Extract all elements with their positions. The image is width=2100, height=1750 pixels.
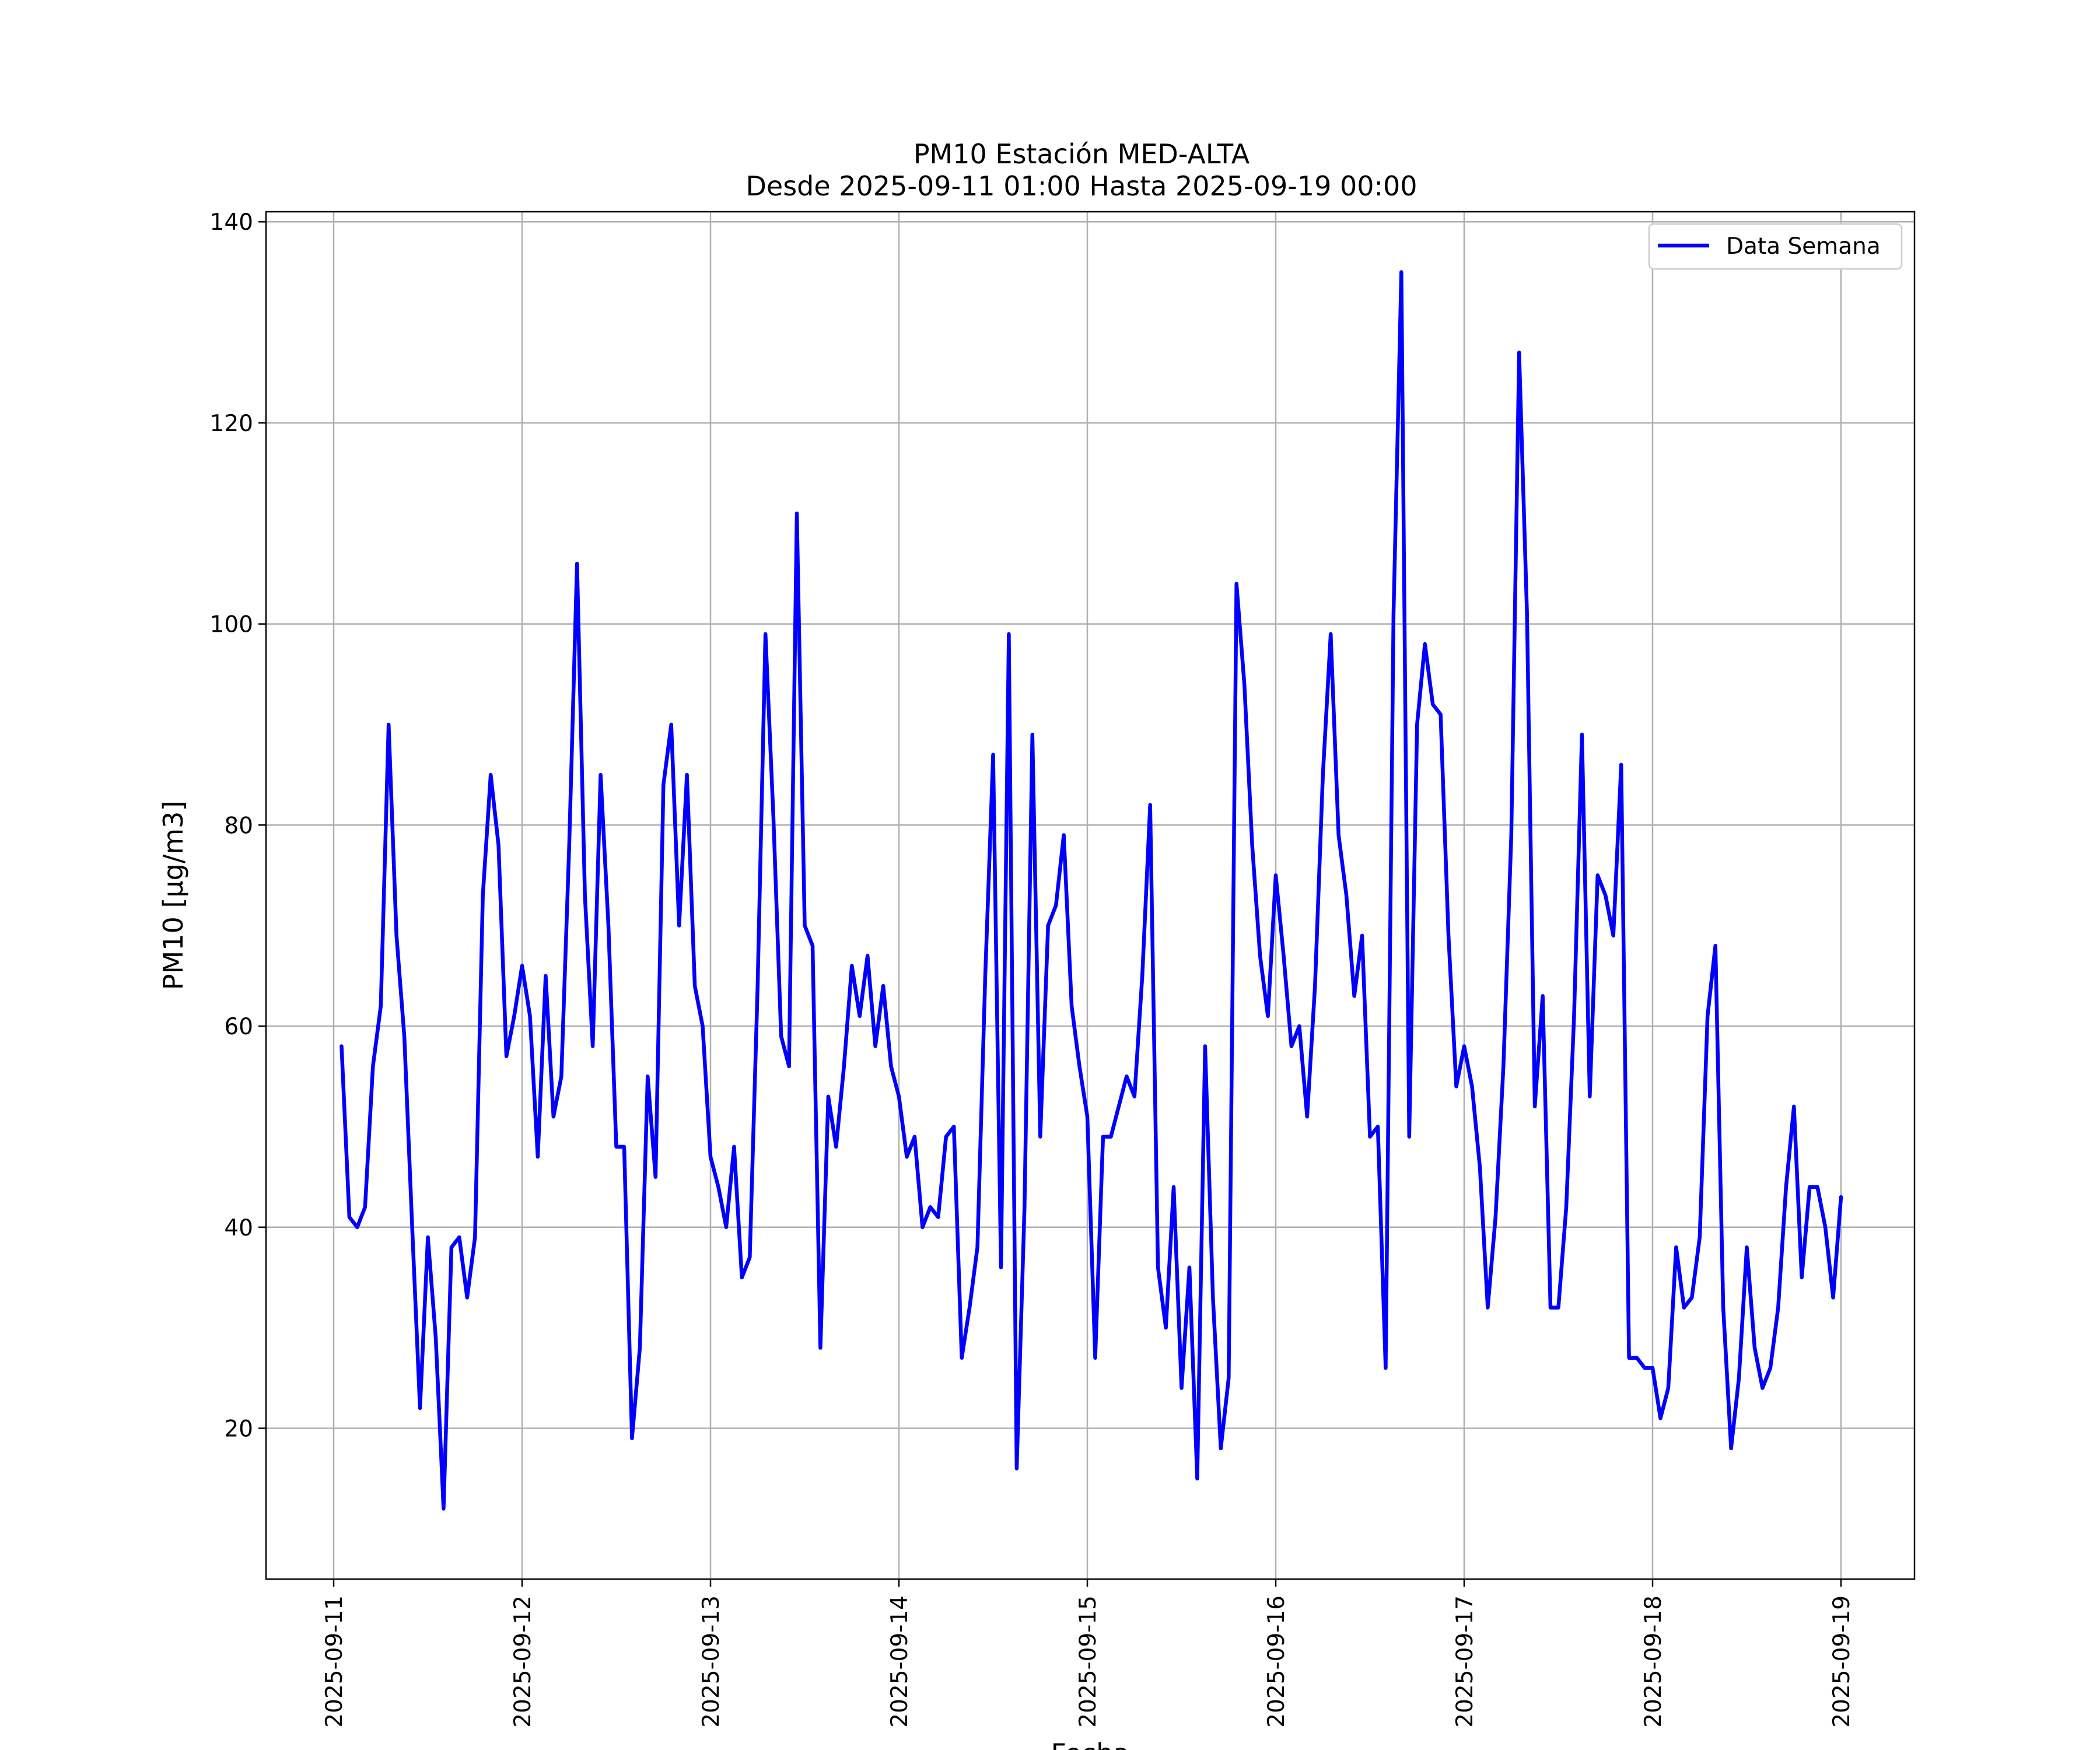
- x-axis-ticks: 2025-09-11 2025-09-12 2025-09-13 2025-09-14…: [321, 1579, 1855, 1728]
- y-tick-label: 20: [224, 1416, 253, 1442]
- series-line-data-semana: [340, 270, 1843, 1511]
- y-tick-label: 140: [210, 209, 253, 236]
- y-tick-label: 60: [224, 1014, 253, 1040]
- x-tick-label: 2025-09-18: [1640, 1595, 1667, 1728]
- y-axis-label: PM10 [μg/m3]: [158, 801, 189, 991]
- chart-title: PM10 Estación MED-ALTA: [914, 138, 1250, 170]
- y-axis-ticks: 20 40 60 80 100 120 140: [210, 209, 266, 1442]
- x-tick-label: 2025-09-11: [321, 1595, 348, 1728]
- legend: Data Semana: [1648, 223, 1903, 270]
- x-axis-label: Fecha: [1051, 1738, 1130, 1750]
- legend-box: [1648, 223, 1903, 270]
- x-tick-label: 2025-09-19: [1829, 1595, 1855, 1728]
- y-tick-label: 100: [210, 612, 253, 638]
- y-tick-label: 40: [224, 1215, 253, 1241]
- x-tick-label: 2025-09-15: [1075, 1595, 1101, 1728]
- y-tick-label: 120: [210, 411, 253, 437]
- x-tick-label: 2025-09-17: [1452, 1595, 1478, 1728]
- plot-frame: [265, 211, 1916, 1580]
- legend-label: Data Semana: [1726, 233, 1881, 260]
- chart-subtitle: Desde 2025-09-11 01:00 Hasta 2025-09-19 …: [746, 170, 1417, 202]
- y-tick-label: 80: [224, 813, 253, 839]
- x-tick-label: 2025-09-13: [698, 1595, 724, 1728]
- x-tick-label: 2025-09-16: [1264, 1595, 1290, 1728]
- x-tick-label: 2025-09-14: [887, 1595, 913, 1728]
- x-tick-label: 2025-09-12: [510, 1595, 536, 1728]
